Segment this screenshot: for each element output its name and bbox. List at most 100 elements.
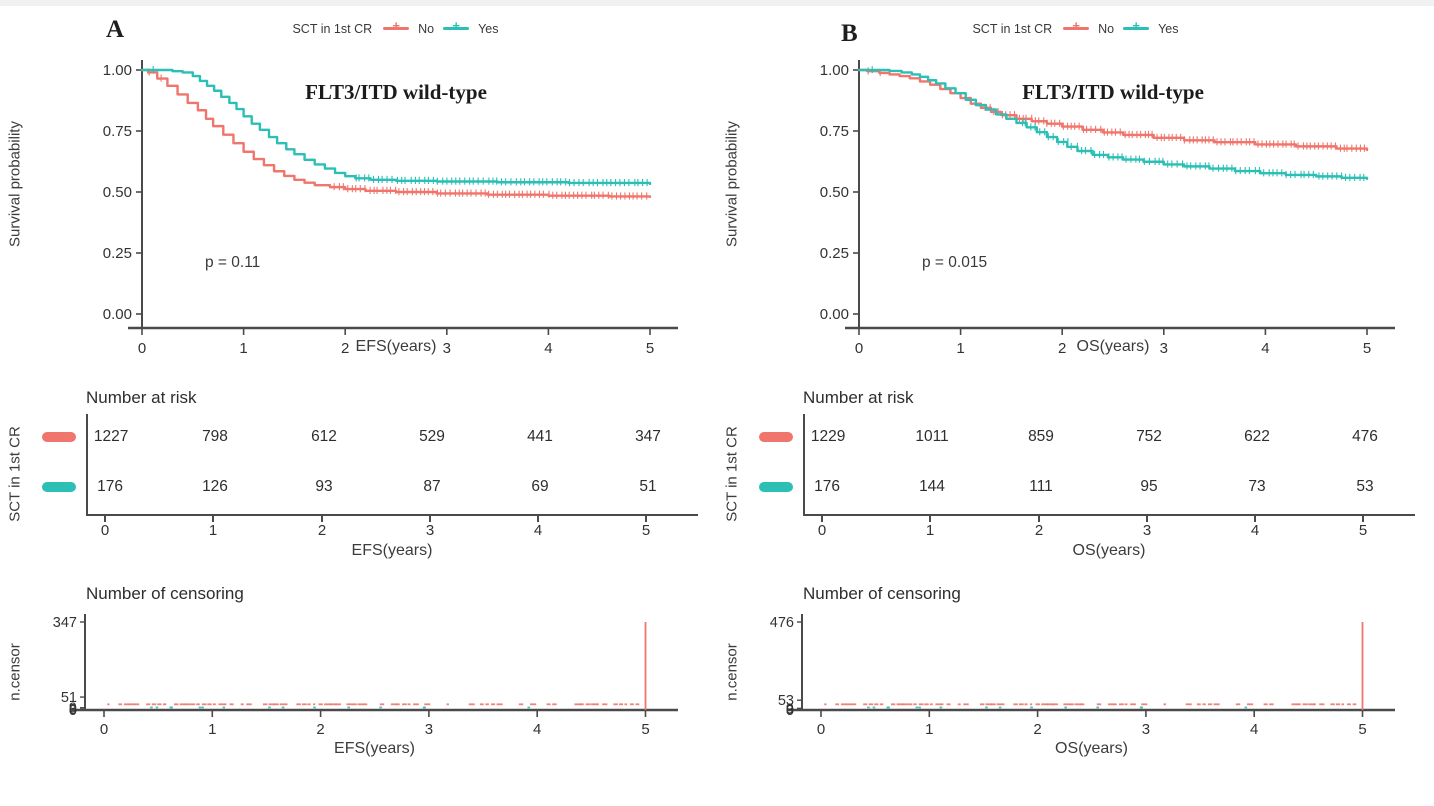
x-axis-title: EFS(years) xyxy=(351,542,433,559)
panel-letter: A xyxy=(106,16,125,43)
censor-y-axis-title: n.censor xyxy=(6,643,24,701)
risk-table-block: SCT in 1st CR Number at risk 1227 798 61… xyxy=(0,388,717,584)
risk-count: 126 xyxy=(202,478,228,495)
svg-text:0: 0 xyxy=(855,340,863,356)
risk-count: 1229 xyxy=(810,428,846,445)
legend-marker-no-icon: + xyxy=(383,18,410,36)
censor-plot-title: Number of censoring xyxy=(86,584,244,603)
risk-group-label: SCT in 1st CR xyxy=(723,426,741,522)
risk-count: 859 xyxy=(1028,428,1054,445)
svg-text:3: 3 xyxy=(1160,340,1168,356)
risk-count: 93 xyxy=(315,478,333,495)
panel-letter: B xyxy=(841,20,858,47)
risk-group-label-col: SCT in 1st CR xyxy=(0,388,30,584)
legend: SCT in 1st CR + No + Yes xyxy=(717,6,1434,36)
svg-text:3: 3 xyxy=(425,721,433,738)
legend-label-no: No xyxy=(418,21,435,36)
risk-swatch-no xyxy=(42,432,76,442)
risk-row-yes: 176 144 111 95 73 53 xyxy=(805,464,1415,514)
risk-count: 176 xyxy=(814,478,841,495)
svg-text:9: 9 xyxy=(69,701,77,717)
risk-swatch-no xyxy=(759,432,793,442)
legend-marker-yes-icon: + xyxy=(443,18,470,36)
svg-text:347: 347 xyxy=(53,615,77,631)
svg-text:5: 5 xyxy=(646,340,654,356)
svg-text:3: 3 xyxy=(786,702,794,718)
svg-text:3: 3 xyxy=(1142,721,1150,738)
risk-table-grid: 1227 798 612 529 441 347 176 126 93 87 6… xyxy=(42,414,698,516)
risk-count: 347 xyxy=(635,428,661,445)
svg-text:2: 2 xyxy=(316,721,324,738)
svg-text:0.25: 0.25 xyxy=(103,245,132,262)
risk-table: Number at risk 1227 798 612 529 441 347 … xyxy=(30,388,698,584)
x-axis-title: OS(years) xyxy=(1055,740,1128,757)
risk-table-title: Number at risk xyxy=(86,388,197,407)
svg-text:476: 476 xyxy=(770,615,794,631)
censor-plot: Number of censoring 347 51 9 3 0 0 1 2 3 4 5 EFS(y… xyxy=(30,584,690,794)
risk-swatch-yes xyxy=(42,482,76,492)
svg-text:53: 53 xyxy=(778,693,794,709)
legend-title: SCT in 1st CR xyxy=(972,21,1053,36)
risk-table-title: Number at risk xyxy=(803,388,914,407)
svg-text:0: 0 xyxy=(138,340,146,356)
svg-text:0.00: 0.00 xyxy=(820,306,849,323)
risk-count: 476 xyxy=(1352,428,1378,445)
svg-text:0.75: 0.75 xyxy=(103,123,132,140)
svg-text:0.25: 0.25 xyxy=(820,245,849,262)
km-plot: 1.00 0.75 0.50 0.25 0.00 0 1 2 3 4 5 FLT3/ITD wild… xyxy=(747,56,1407,388)
x-axis-title: OS(years) xyxy=(1076,338,1150,355)
svg-text:0.75: 0.75 xyxy=(820,123,849,140)
p-value: p = 0.015 xyxy=(922,254,988,271)
svg-text:1: 1 xyxy=(956,340,964,356)
figure-root: A SCT in 1st CR + No + Yes Survival prob… xyxy=(0,6,1434,806)
svg-text:4: 4 xyxy=(533,721,541,738)
legend-label-no: No xyxy=(1098,21,1115,36)
legend-title: SCT in 1st CR xyxy=(292,21,373,36)
censor-y-axis-title: n.censor xyxy=(723,643,741,701)
risk-count: 53 xyxy=(1356,478,1374,495)
svg-text:4: 4 xyxy=(1250,721,1258,738)
svg-text:5: 5 xyxy=(1363,340,1371,356)
svg-text:1: 1 xyxy=(239,340,247,356)
x-axis-title: EFS(years) xyxy=(355,338,437,355)
svg-text:1.00: 1.00 xyxy=(103,62,132,79)
risk-count: 612 xyxy=(311,428,337,445)
svg-text:0.50: 0.50 xyxy=(820,184,849,201)
censor-plot-block: n.censor Number of censoring 476 53 9 3 0 0 1 2… xyxy=(717,584,1434,794)
km-plot: 1.00 0.75 0.50 0.25 0.00 0 1 2 3 4 5 FLT3/ITD wild… xyxy=(30,56,690,388)
svg-text:0: 0 xyxy=(786,703,794,719)
svg-text:2: 2 xyxy=(1033,721,1041,738)
p-value: p = 0.11 xyxy=(205,254,261,271)
risk-count: 51 xyxy=(639,478,657,495)
panel-b: B SCT in 1st CR + No + Yes Survival prob… xyxy=(717,6,1434,806)
km-chart-svg: 1.00 0.75 0.50 0.25 0.00 0 1 2 3 4 5 xyxy=(103,60,678,356)
y-axis-title: Survival probability xyxy=(723,121,741,247)
svg-text:4: 4 xyxy=(1261,340,1269,356)
svg-text:0: 0 xyxy=(817,721,825,738)
svg-text:51: 51 xyxy=(61,690,77,706)
risk-count: 752 xyxy=(1136,428,1162,445)
risk-table: Number at risk 1229 1011 859 752 622 476… xyxy=(747,388,1415,584)
km-plot-block: Survival probability 1.00 0.75 0.50 0.25 0.0… xyxy=(0,56,717,388)
svg-text:1.00: 1.00 xyxy=(820,62,849,79)
risk-count: 73 xyxy=(1248,478,1266,495)
risk-count: 87 xyxy=(423,478,441,495)
risk-count: 529 xyxy=(419,428,445,445)
km-chart-svg: 1.00 0.75 0.50 0.25 0.00 0 1 2 3 4 5 xyxy=(820,60,1395,356)
y-axis-title: Survival probability xyxy=(6,121,24,247)
plot-title: FLT3/ITD wild-type xyxy=(1022,80,1204,104)
panel-b-header: B SCT in 1st CR + No + Yes xyxy=(717,6,1434,56)
risk-x-axis: 0 1 2 3 4 5 xyxy=(803,516,1415,542)
svg-text:2: 2 xyxy=(1058,340,1066,356)
censor-plot-block: n.censor Number of censoring 347 51 9 3 0 0 1 2… xyxy=(0,584,717,794)
legend-marker-yes-icon: + xyxy=(1123,18,1150,36)
legend-label-yes: Yes xyxy=(478,21,499,36)
risk-count: 622 xyxy=(1244,428,1270,445)
censor-plot: Number of censoring 476 53 9 3 0 0 1 2 3 4 5 OS(ye… xyxy=(747,584,1407,794)
svg-text:1: 1 xyxy=(208,721,216,738)
svg-text:3: 3 xyxy=(443,340,451,356)
svg-text:2: 2 xyxy=(341,340,349,356)
y-axis-title-col: Survival probability xyxy=(0,56,30,388)
